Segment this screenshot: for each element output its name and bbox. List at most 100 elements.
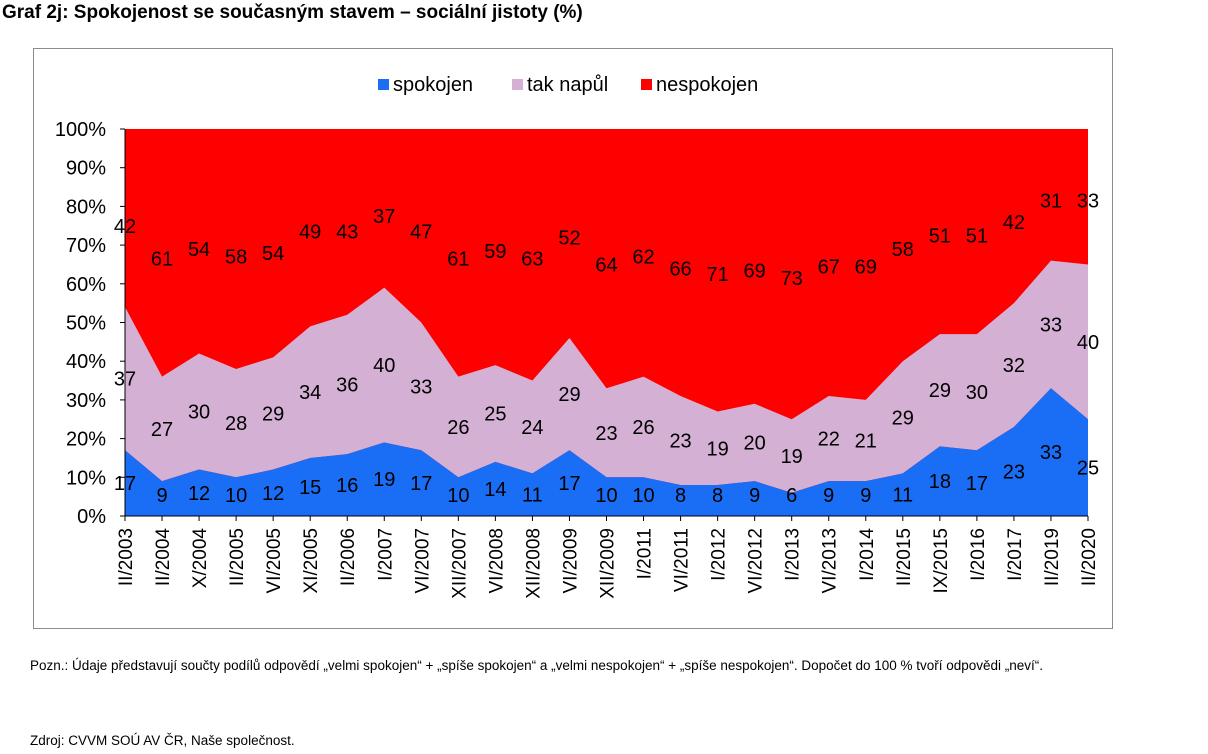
data-label-spokojen: 9 [823,485,834,507]
legend-swatch-tak-napul [512,79,523,90]
data-label-spokojen: 10 [595,485,617,507]
data-label-spokojen: 6 [786,485,797,507]
data-label-tak-napul: 40 [1077,332,1099,354]
data-label-nespokojen: 51 [966,225,988,247]
data-label-tak-napul: 29 [929,380,951,402]
data-label-tak-napul: 32 [1003,355,1025,377]
x-tick-label: I/2007 [375,528,396,581]
data-label-nespokojen: 43 [336,222,358,244]
data-label-spokojen: 12 [188,483,210,505]
data-label-tak-napul: 19 [706,438,728,460]
x-tick-label: I/2017 [1005,528,1026,581]
data-label-nespokojen: 33 [1077,191,1099,213]
x-tick-label: XII/2007 [449,528,470,599]
x-tick-label: XI/2005 [301,528,322,594]
data-label-nespokojen: 59 [484,241,506,263]
series-area-spokojen [125,388,1088,516]
x-tick-label: VI/2008 [486,528,507,594]
x-tick-label: VI/2009 [560,528,581,594]
x-tick-label: II/2019 [1042,528,1063,586]
x-tick-label: VI/2013 [820,528,841,594]
data-label-spokojen: 10 [447,485,469,507]
data-label-tak-napul: 29 [558,384,580,406]
data-label-tak-napul: 28 [225,413,247,435]
chart-title: Graf 2j: Spokojenost se současným stavem… [2,2,583,23]
y-tick-label: 90% [66,158,106,180]
data-label-nespokojen: 47 [410,222,432,244]
legend-label-tak-napul: tak napůl [527,74,608,96]
x-tick-label: I/2011 [635,528,656,579]
x-tick-label: VI/2011 [672,528,693,592]
x-tick-label: I/2012 [709,528,730,581]
data-label-spokojen: 33 [1040,442,1062,464]
data-label-spokojen: 14 [484,479,506,501]
data-label-tak-napul: 26 [447,417,469,439]
data-label-tak-napul: 37 [114,369,136,391]
data-label-spokojen: 9 [860,485,871,507]
source-text: Zdroj: CVVM SOÚ AV ČR, Naše společnost. [30,733,295,748]
note-text: Pozn.: Údaje představují součty podílů o… [30,658,1044,673]
data-label-nespokojen: 42 [114,216,136,238]
data-label-tak-napul: 22 [818,429,840,451]
data-label-tak-napul: 34 [299,382,321,404]
data-label-spokojen: 23 [1003,461,1025,483]
x-tick-label: II/2003 [116,528,137,586]
x-tick-label: I/2013 [783,528,804,581]
x-tick-label: II/2006 [338,528,359,586]
y-tick-label: 10% [66,467,106,489]
data-label-tak-napul: 29 [892,407,914,429]
legend-swatch-spokojen [378,79,389,90]
data-label-spokojen: 9 [156,485,167,507]
data-label-tak-napul: 24 [521,417,543,439]
legend-label-nespokojen: nespokojen [656,74,758,96]
data-label-nespokojen: 58 [892,239,914,261]
x-tick-label: I/2016 [968,528,989,581]
data-label-nespokojen: 73 [781,268,803,290]
data-label-tak-napul: 25 [484,403,506,425]
legend-label-spokojen: spokojen [393,74,473,96]
data-label-nespokojen: 67 [818,256,840,278]
data-label-tak-napul: 23 [595,423,617,445]
data-label-nespokojen: 69 [744,260,766,282]
data-label-spokojen: 11 [522,485,543,507]
data-label-spokojen: 15 [299,477,321,499]
data-label-nespokojen: 66 [669,258,691,280]
y-tick-label: 60% [66,274,106,296]
x-tick-label: XII/2008 [523,528,544,599]
data-label-nespokojen: 42 [1003,212,1025,234]
data-label-nespokojen: 37 [373,206,395,228]
data-label-tak-napul: 36 [336,374,358,396]
data-label-spokojen: 12 [262,483,284,505]
data-label-nespokojen: 64 [595,254,617,276]
data-label-tak-napul: 23 [669,431,691,453]
data-label-nespokojen: 49 [299,222,321,244]
data-label-nespokojen: 54 [188,239,210,261]
data-label-tak-napul: 30 [188,402,210,424]
data-label-spokojen: 11 [892,485,913,507]
data-label-tak-napul: 26 [632,417,654,439]
data-label-tak-napul: 20 [744,432,766,454]
y-tick-label: 40% [66,351,106,373]
x-tick-label: VI/2007 [412,528,433,594]
y-tick-label: 80% [66,196,106,218]
data-label-nespokojen: 52 [558,227,580,249]
data-label-spokojen: 16 [336,475,358,497]
data-label-nespokojen: 58 [225,247,247,269]
data-label-tak-napul: 21 [855,431,877,453]
x-tick-label: XII/2009 [598,528,619,599]
data-label-nespokojen: 71 [706,264,728,286]
data-label-tak-napul: 30 [966,382,988,404]
y-tick-label: 0% [77,506,106,528]
data-label-nespokojen: 31 [1040,191,1062,213]
data-label-spokojen: 17 [558,473,580,495]
data-label-spokojen: 17 [114,473,136,495]
data-label-nespokojen: 51 [929,225,951,247]
x-tick-label: I/2014 [857,528,878,581]
y-tick-label: 20% [66,429,106,451]
data-label-tak-napul: 19 [781,446,803,468]
y-tick-label: 30% [66,390,106,412]
data-label-tak-napul: 29 [262,403,284,425]
legend-swatch-nespokojen [641,79,652,90]
data-label-spokojen: 17 [410,473,432,495]
data-label-spokojen: 17 [966,473,988,495]
